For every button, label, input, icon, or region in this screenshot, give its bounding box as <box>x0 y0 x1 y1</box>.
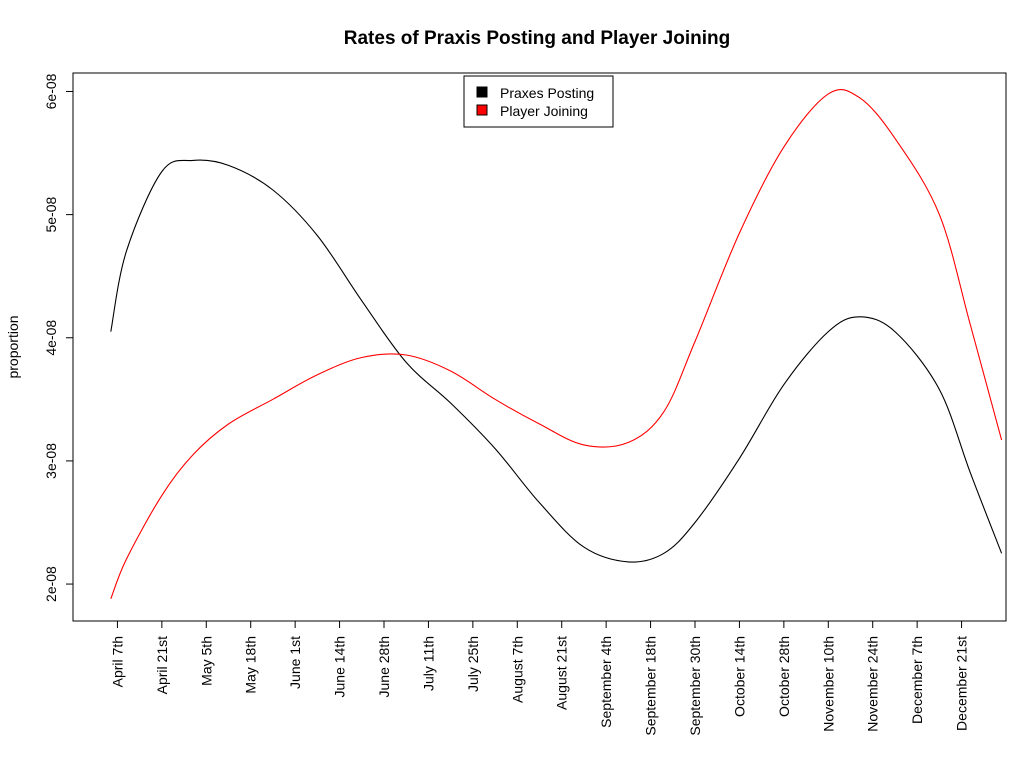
chart-title: Rates of Praxis Posting and Player Joini… <box>344 28 730 49</box>
x-tick-label: April 21st <box>154 636 170 694</box>
x-tick-label: September 18th <box>643 636 659 736</box>
x-tick-label: December 7th <box>909 636 925 724</box>
x-tick-label: November 10th <box>820 636 836 732</box>
legend-label-player: Player Joining <box>500 103 588 119</box>
x-tick-label: September 30th <box>687 636 703 736</box>
x-tick-label: June 28th <box>376 636 392 698</box>
x-tick-label: May 18th <box>243 636 259 694</box>
y-tick-label: 4e-08 <box>43 320 59 356</box>
y-tick-label: 5e-08 <box>43 197 59 233</box>
x-tick-label: May 5th <box>198 636 214 686</box>
plot-frame <box>72 72 1007 622</box>
y-tick-label: 3e-08 <box>43 443 59 479</box>
x-tick-label: August 21st <box>554 636 570 710</box>
x-tick-label: October 14th <box>731 636 747 717</box>
y-tick-label: 2e-08 <box>43 566 59 602</box>
x-tick-label: November 24th <box>865 636 881 732</box>
series-layer <box>110 88 1003 600</box>
legend-swatch-praxes <box>476 86 488 98</box>
x-tick-label: September 4th <box>598 636 614 728</box>
y-axis: 2e-08 3e-08 4e-08 5e-08 6e-08 <box>43 73 74 602</box>
x-tick-label: June 14th <box>332 636 348 698</box>
x-tick-label: August 7th <box>509 636 525 703</box>
x-tick-label: April 7th <box>109 636 125 687</box>
legend-box <box>463 75 614 128</box>
x-tick-label: December 21st <box>954 636 970 731</box>
series-line-praxes-posting <box>110 159 1003 563</box>
x-axis: April 7th April 21st May 5th May 18th June 1… <box>109 620 970 736</box>
x-tick-label: June 1st <box>287 636 303 689</box>
x-tick-label: October 28th <box>776 636 792 717</box>
x-tick-label: July 11th <box>420 636 436 691</box>
legend-swatch-player <box>476 104 488 116</box>
legend: Praxes Posting Player Joining <box>463 75 614 128</box>
series-line-player-joining <box>110 88 1003 600</box>
x-tick-label: July 25th <box>465 636 481 692</box>
y-tick-label: 6e-08 <box>43 73 59 109</box>
legend-label-praxes: Praxes Posting <box>500 85 594 101</box>
y-axis-label: proportion <box>5 315 21 378</box>
